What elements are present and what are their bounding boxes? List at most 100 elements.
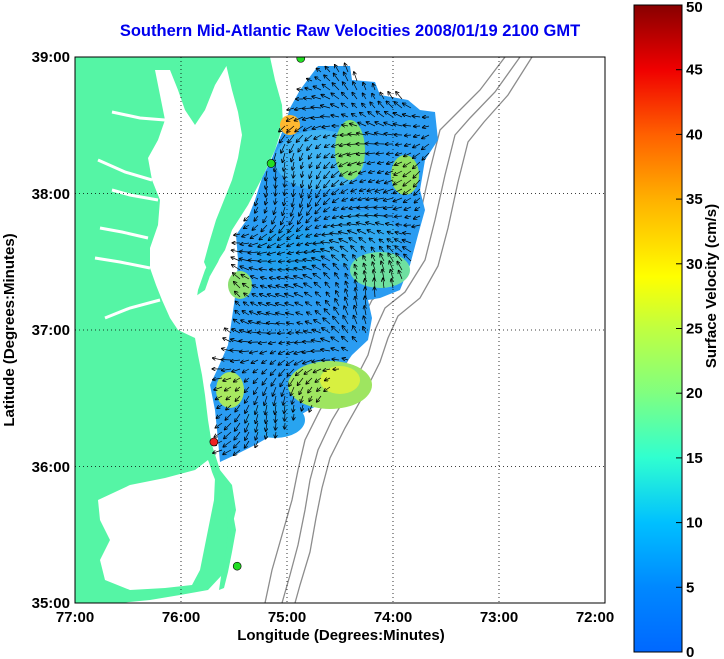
velocity-arrow xyxy=(321,338,331,343)
velocity-arrow xyxy=(235,404,241,412)
velocity-arrow xyxy=(244,386,250,393)
velocity-arrow xyxy=(316,68,322,73)
velocity-arrow xyxy=(303,275,313,280)
velocity-arrow xyxy=(290,143,295,153)
velocity-arrow xyxy=(285,294,295,298)
velocity-arrow xyxy=(305,88,313,90)
velocity-arrow xyxy=(239,341,250,342)
velocity-arrow xyxy=(276,313,286,315)
velocity-arrow xyxy=(385,170,394,174)
velocity-arrow xyxy=(292,395,294,404)
velocity-arrow xyxy=(244,440,250,448)
velocity-arrow xyxy=(313,86,322,91)
velocity-arrow xyxy=(339,239,349,244)
velocity-arrow xyxy=(342,207,349,209)
velocity-arrow xyxy=(305,243,313,245)
velocity-arrow xyxy=(403,247,412,253)
velocity-arrow xyxy=(233,377,241,382)
velocity-arrow xyxy=(264,395,268,406)
velocity-arrow xyxy=(342,114,349,117)
velocity-arrow xyxy=(234,431,241,440)
velocity-arrow xyxy=(331,255,340,262)
station-marker xyxy=(232,561,242,571)
velocity-arrow xyxy=(366,222,376,226)
velocity-arrow xyxy=(336,291,340,298)
velocity-arrow xyxy=(317,161,322,169)
velocity-arrow xyxy=(404,254,412,262)
x-axis: 77:00 76:00 75:00 74:00 73:00 72:00 Long… xyxy=(56,609,614,644)
velocity-arrow xyxy=(333,207,340,210)
velocity-arrow xyxy=(295,342,304,343)
velocity-arrow xyxy=(270,351,277,354)
velocity-arrow xyxy=(384,188,394,192)
velocity-arrow xyxy=(326,292,331,298)
outer-banks xyxy=(205,430,236,590)
velocity-arrow xyxy=(324,225,331,227)
colorbar-tick-label: 15 xyxy=(686,450,703,467)
colorbar-tick-label: 50 xyxy=(686,0,703,16)
velocity-arrow xyxy=(367,230,376,235)
velocity-arrow xyxy=(343,315,349,325)
velocity-arrow xyxy=(308,386,313,393)
velocity-arrow xyxy=(285,285,295,289)
velocity-arrow xyxy=(387,246,394,253)
velocity-arrow xyxy=(331,93,340,100)
velocity-arrow xyxy=(331,161,340,168)
velocity-arrow xyxy=(303,125,313,131)
velocity-arrow xyxy=(352,103,358,109)
velocity-arrow xyxy=(309,161,312,168)
velocity-arrow xyxy=(334,307,340,316)
velocity-arrow xyxy=(276,294,286,298)
velocity-arrow xyxy=(241,359,250,363)
velocity-arrow xyxy=(281,143,286,153)
velocity-arrow xyxy=(287,242,295,247)
velocity-arrow xyxy=(295,125,304,132)
colorbar-tick-label: 25 xyxy=(686,321,703,338)
velocity-arrow xyxy=(312,258,322,262)
velocity-arrow xyxy=(342,82,349,91)
velocity-arrow xyxy=(347,153,358,155)
velocity-arrow xyxy=(370,102,376,109)
velocity-arrow xyxy=(312,360,322,362)
velocity-arrow xyxy=(324,197,331,204)
map-title: Southern Mid-Atlantic Raw Velocities 200… xyxy=(119,22,581,40)
velocity-arrow xyxy=(283,395,285,405)
velocity-arrow xyxy=(226,404,232,410)
velocity-arrow xyxy=(332,197,340,203)
velocity-arrow xyxy=(338,232,349,234)
velocity-arrow xyxy=(249,242,259,246)
velocity-arrow xyxy=(345,273,348,280)
velocity-arrow xyxy=(365,215,376,216)
velocity-arrow xyxy=(333,316,340,325)
velocity-arrow xyxy=(270,224,277,233)
velocity-arrow xyxy=(376,111,385,118)
velocity-arrow xyxy=(414,197,421,203)
velocity-arrow xyxy=(242,368,250,373)
velocity-arrow xyxy=(324,188,331,196)
velocity-arrow xyxy=(253,368,259,373)
velocity-arrow xyxy=(415,206,421,210)
velocity-arrow xyxy=(321,249,331,253)
velocity-arrow xyxy=(304,368,313,374)
velocity-arrow xyxy=(324,152,331,158)
velocity-arrow xyxy=(380,92,385,100)
velocity-arrow xyxy=(231,250,241,252)
velocity-arrow xyxy=(351,246,358,253)
velocity-arrow xyxy=(222,369,232,371)
velocity-arrow xyxy=(275,422,276,430)
velocity-arrow xyxy=(359,238,367,244)
velocity-arrow xyxy=(345,289,349,298)
velocity-arrow xyxy=(394,207,403,209)
velocity-arrow xyxy=(306,215,313,223)
velocity-arrow xyxy=(386,224,394,225)
velocity-arrow xyxy=(344,63,349,73)
velocity-arrow xyxy=(315,292,322,298)
velocity-arrow xyxy=(350,179,358,183)
velocity-arrow xyxy=(260,351,268,354)
velocity-arrow xyxy=(342,326,349,334)
velocity-arrow xyxy=(301,188,303,198)
velocity-arrow xyxy=(272,215,277,224)
velocity-arrow xyxy=(324,386,331,391)
velocity-arrow xyxy=(286,269,295,270)
velocity-arrow xyxy=(293,179,294,186)
